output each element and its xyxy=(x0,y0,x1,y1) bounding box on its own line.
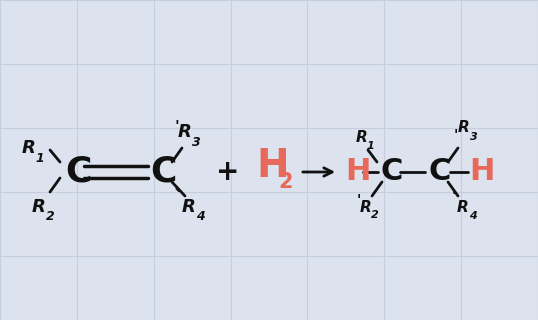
Text: 4: 4 xyxy=(469,211,477,221)
Text: 1: 1 xyxy=(367,141,375,151)
Text: ': ' xyxy=(357,193,362,207)
Text: 2: 2 xyxy=(46,211,55,223)
Text: C: C xyxy=(150,155,176,189)
Text: R: R xyxy=(356,131,368,146)
Text: R: R xyxy=(182,198,196,216)
Text: R: R xyxy=(457,199,469,214)
Text: ': ' xyxy=(454,128,458,142)
Text: ': ' xyxy=(174,121,179,135)
Text: 3: 3 xyxy=(192,135,201,148)
Text: 2: 2 xyxy=(278,172,293,192)
Text: C: C xyxy=(380,157,402,187)
Text: R: R xyxy=(32,198,46,216)
Text: H: H xyxy=(345,157,370,187)
Text: C: C xyxy=(428,157,450,187)
Text: H: H xyxy=(469,157,494,187)
Text: `: ` xyxy=(173,188,183,207)
Text: R: R xyxy=(458,121,470,135)
Text: +: + xyxy=(216,158,240,186)
Text: 2: 2 xyxy=(371,210,379,220)
Text: R: R xyxy=(22,139,36,157)
Text: H: H xyxy=(256,147,288,185)
Text: 3: 3 xyxy=(470,132,478,142)
Text: C: C xyxy=(65,155,91,189)
Text: 1: 1 xyxy=(35,151,44,164)
Text: 4: 4 xyxy=(196,211,205,223)
Text: R: R xyxy=(178,123,192,141)
Text: ': ' xyxy=(452,189,456,203)
Text: R: R xyxy=(360,199,372,214)
